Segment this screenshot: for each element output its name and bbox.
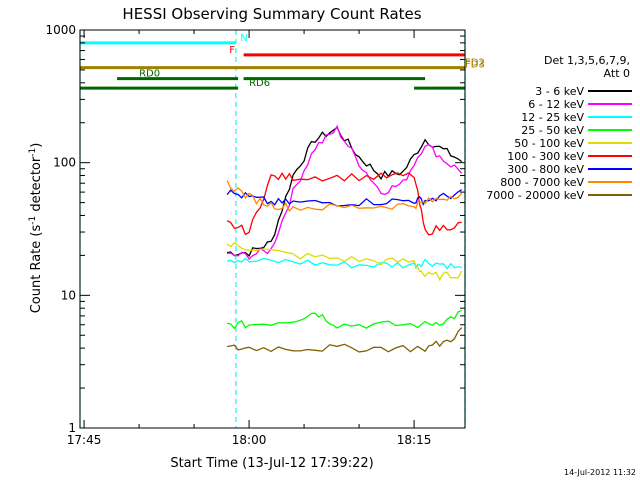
legend-label-6: 300 - 800 keV — [507, 163, 584, 176]
legend-label-7: 800 - 7000 keV — [500, 176, 584, 189]
timestamp: 14-Jul-2012 11:32 — [564, 468, 636, 477]
flag-label-n: N — [240, 33, 247, 44]
flag-label-rd6: RD6 — [249, 78, 270, 89]
series-line-8 — [226, 327, 463, 353]
y-tick-label-2: 100 — [53, 156, 76, 170]
series-line-2 — [226, 257, 462, 270]
y-axis-label-sup1: -1 — [28, 216, 38, 225]
x-tick-label-1: 18:00 — [232, 433, 267, 447]
y-tick-label-1: 10 — [61, 288, 76, 302]
legend-label-5: 100 - 300 keV — [507, 150, 584, 163]
y-tick-label-0: 1 — [68, 421, 76, 435]
series-line-5 — [226, 172, 462, 236]
legend-label-1: 6 - 12 keV — [528, 98, 584, 111]
series-line-4 — [226, 241, 463, 282]
legend-header-line2: Att 0 — [604, 67, 630, 80]
chart-title: HESSI Observing Summary Count Rates — [122, 5, 421, 23]
x-axis-label: Start Time (13-Jul-12 17:39:22) — [170, 456, 373, 471]
flag-label-fd2: FD2 — [465, 58, 485, 69]
y-tick-label-3: 1000 — [45, 23, 76, 37]
y-axis-label: Count Rate (s-1 detector-1) — [28, 143, 44, 314]
x-tick-label-2: 18:15 — [397, 433, 432, 447]
y-axis-label-sup2: -1 — [28, 148, 38, 157]
y-axis-label-end: ) — [29, 143, 44, 148]
flag-label-rd0: RD0 — [139, 69, 160, 80]
flag-label-f: F — [229, 45, 235, 56]
flag-label-fd3: FD3 — [465, 59, 485, 70]
legend-label-8: 7000 - 20000 keV — [486, 189, 584, 202]
legend-label-4: 50 - 100 keV — [514, 137, 584, 150]
x-axis-ticks: 17:45 18:00 18:15 — [67, 30, 432, 447]
legend-header-line1: Det 1,3,5,6,7,9, — [544, 54, 630, 67]
legend-label-2: 12 - 25 keV — [521, 111, 584, 124]
series-line-1 — [227, 124, 463, 261]
series-line-3 — [226, 309, 462, 330]
legend-label-3: 25 - 50 keV — [521, 124, 584, 137]
series-line-7 — [226, 180, 463, 213]
x-tick-label-0: 17:45 — [67, 433, 102, 447]
y-axis-label-mid: detector — [29, 156, 44, 216]
y-axis-label-main: Count Rate (s — [29, 225, 44, 314]
y-axis-ticks: 1 10 100 1000 — [45, 23, 465, 435]
legend-label-0: 3 - 6 keV — [535, 85, 584, 98]
plot-frame — [79, 29, 466, 429]
